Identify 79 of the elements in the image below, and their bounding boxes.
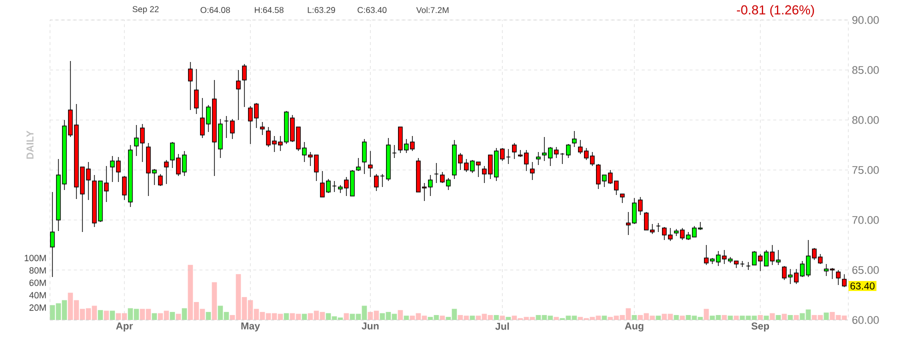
bar	[680, 316, 685, 320]
candlestick	[368, 150, 373, 178]
candlestick	[362, 138, 367, 174]
candlestick	[512, 142, 517, 160]
bar	[770, 313, 775, 320]
y-tick-label: 85.00	[852, 66, 879, 74]
bar	[398, 310, 403, 320]
bar	[440, 316, 445, 320]
text: Sep 22	[132, 6, 159, 14]
y2-tick-label: 60M	[29, 280, 46, 286]
bar	[98, 310, 103, 320]
bar	[494, 315, 499, 320]
bar	[764, 316, 769, 320]
bar	[602, 316, 607, 320]
y2-tick-label: 20M	[29, 304, 46, 311]
candlestick	[50, 192, 55, 278]
y2-tick-label: 100M	[24, 254, 46, 262]
bar	[404, 316, 409, 320]
bar	[656, 316, 661, 320]
bar	[206, 312, 211, 320]
bar	[704, 308, 709, 320]
x-tick-label: Aug	[624, 322, 644, 332]
y-tick-label: 60.00	[852, 316, 879, 324]
bar	[734, 316, 739, 320]
text: O:64.08	[200, 7, 230, 13]
bar	[794, 315, 799, 320]
text: H:64.58	[254, 7, 284, 13]
bar	[788, 315, 793, 320]
y-tick-label: 70.00	[852, 216, 879, 224]
bar	[722, 315, 727, 320]
candlestick	[836, 270, 841, 286]
bar	[170, 312, 175, 320]
candlestick	[236, 70, 241, 120]
candlestick	[164, 160, 169, 184]
bar	[182, 308, 187, 320]
candlestick	[536, 152, 541, 166]
text: -0.81 (1.26%)	[736, 4, 814, 18]
bar	[104, 310, 109, 320]
bar	[152, 313, 157, 320]
candlestick	[260, 122, 265, 136]
text: DAILY	[26, 130, 34, 159]
x-tick-label: May	[241, 322, 260, 332]
bar	[470, 316, 475, 320]
bar	[554, 316, 559, 320]
x-tick-label: Jul	[495, 322, 509, 330]
y-tick-label: 80.00	[852, 116, 879, 124]
candlestick	[194, 68, 199, 114]
x-tick-label: Apr	[116, 322, 133, 332]
bar	[110, 310, 115, 320]
candlestick	[842, 274, 847, 288]
bar	[782, 314, 787, 320]
candlestick	[242, 64, 247, 108]
bar	[284, 313, 289, 320]
candlestick	[530, 162, 535, 180]
bar	[824, 312, 829, 320]
y2-tick-label: 40M	[29, 292, 46, 298]
y-tick-label: 75.00	[852, 166, 879, 174]
bar	[674, 315, 679, 320]
bar	[776, 315, 781, 320]
text: Vol:7.2M	[416, 6, 448, 14]
bar	[344, 313, 349, 320]
candlestick	[188, 62, 193, 110]
annotation: 63.40	[850, 282, 875, 290]
candlestick	[572, 130, 577, 148]
y2-tick-label: 80M	[29, 267, 46, 274]
bar	[500, 316, 505, 320]
bar	[176, 314, 181, 320]
text: L:63.29	[308, 7, 336, 13]
candlestick	[374, 174, 379, 192]
y-tick-label: 90.00	[852, 16, 879, 24]
candlestick	[158, 174, 163, 186]
x-tick-label: Jun	[362, 322, 379, 330]
bar	[302, 314, 307, 320]
x-tick-label: Sep	[751, 322, 770, 332]
bar	[212, 282, 217, 320]
candlestick	[356, 158, 361, 172]
text: C:63.40	[358, 7, 387, 13]
bar	[728, 316, 733, 320]
y-tick-label: 65.00	[852, 266, 879, 274]
